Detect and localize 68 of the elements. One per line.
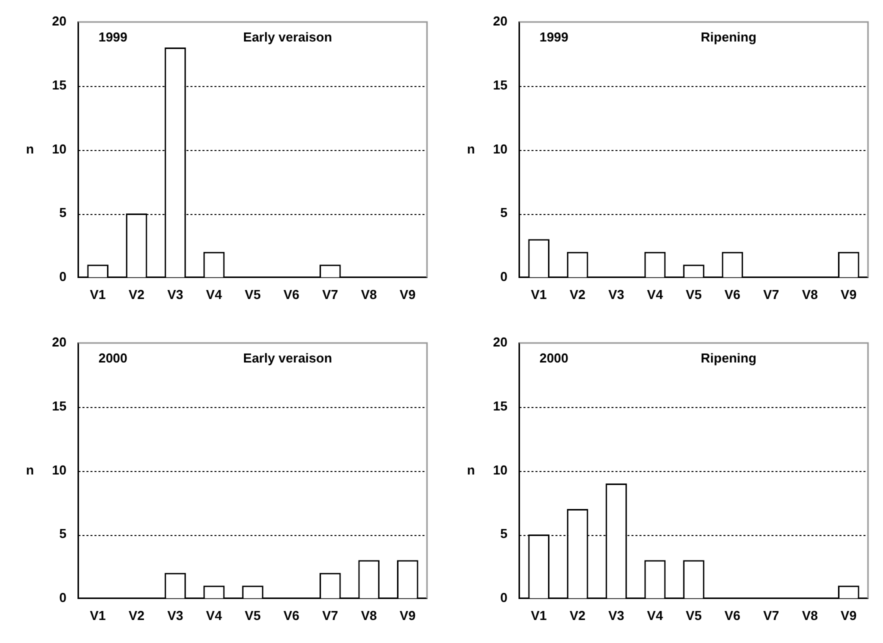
y-axis-title: n — [467, 141, 476, 156]
x-tick-label: V2 — [128, 286, 145, 302]
y-tick-label: 10 — [492, 141, 508, 156]
x-tick-label: V5 — [244, 286, 261, 302]
y-tick-label: 10 — [492, 462, 508, 478]
annotation: Early veraison — [243, 30, 332, 45]
annotation: 1999 — [98, 30, 128, 45]
x-tick-label: V7 — [322, 608, 338, 623]
x-tick-label: V3 — [608, 608, 624, 623]
x-tick-label: V8 — [802, 608, 818, 623]
x-tick-label: V3 — [167, 608, 184, 623]
y-tick-label: 5 — [500, 526, 508, 542]
annotation: 2000 — [98, 350, 128, 366]
y-tick-label: 15 — [52, 77, 66, 92]
x-tick-label: V2 — [570, 286, 586, 302]
y-axis-title: n — [26, 141, 34, 156]
y-tick-label: 10 — [52, 462, 66, 478]
y-tick-label: 0 — [500, 590, 508, 605]
x-tick-label: V8 — [802, 286, 818, 302]
x-tick-label: V2 — [128, 608, 145, 623]
x-tick-label: V2 — [570, 608, 586, 623]
y-axis-title: n — [26, 462, 34, 478]
x-tick-label: V5 — [686, 608, 702, 623]
x-tick-label: V7 — [763, 608, 780, 623]
x-tick-label: V8 — [360, 608, 377, 623]
x-tick-label: V1 — [90, 608, 106, 623]
x-tick-label: V5 — [686, 286, 702, 302]
x-tick-label: V1 — [90, 286, 106, 302]
y-tick-label: 0 — [500, 268, 508, 284]
x-tick-label: V9 — [400, 286, 416, 302]
annotation: Ripening — [700, 30, 756, 45]
y-tick-label: 5 — [59, 526, 66, 542]
y-tick-label: 5 — [59, 205, 66, 220]
y-tick-label: 0 — [59, 268, 66, 284]
x-tick-label: V6 — [284, 608, 300, 623]
y-tick-label: 10 — [52, 141, 66, 156]
x-tick-label: V1 — [530, 286, 547, 302]
annotation: 1999 — [539, 30, 568, 45]
y-tick-label: 0 — [59, 590, 66, 605]
x-tick-label: V7 — [763, 286, 780, 302]
x-tick-label: V4 — [647, 608, 664, 623]
x-tick-label: V7 — [322, 286, 338, 302]
y-tick-label: 20 — [492, 14, 508, 29]
y-tick-label: 15 — [492, 77, 508, 92]
x-tick-label: V9 — [840, 286, 857, 302]
x-tick-label: V1 — [530, 608, 547, 623]
x-tick-label: V9 — [840, 608, 857, 623]
annotation: Ripening — [700, 350, 756, 366]
annotation: Early veraison — [243, 350, 332, 366]
x-tick-label: V9 — [400, 608, 416, 623]
x-tick-label: V6 — [284, 286, 300, 302]
x-tick-label: V4 — [206, 608, 223, 623]
annotation: 2000 — [539, 350, 568, 366]
y-tick-label: 20 — [52, 14, 66, 29]
x-tick-label: V6 — [724, 608, 740, 623]
y-axis-title: n — [467, 462, 476, 478]
y-tick-label: 20 — [492, 334, 508, 350]
x-tick-label: V3 — [167, 286, 184, 302]
y-tick-label: 5 — [500, 205, 508, 220]
x-tick-label: V5 — [244, 608, 261, 623]
x-tick-label: V3 — [608, 286, 624, 302]
x-tick-label: V4 — [647, 286, 664, 302]
y-tick-label: 20 — [52, 334, 66, 350]
y-tick-label: 15 — [492, 398, 508, 414]
y-tick-label: 15 — [52, 398, 66, 414]
x-tick-label: V8 — [360, 286, 377, 302]
x-tick-label: V6 — [724, 286, 740, 302]
x-tick-label: V4 — [206, 286, 223, 302]
